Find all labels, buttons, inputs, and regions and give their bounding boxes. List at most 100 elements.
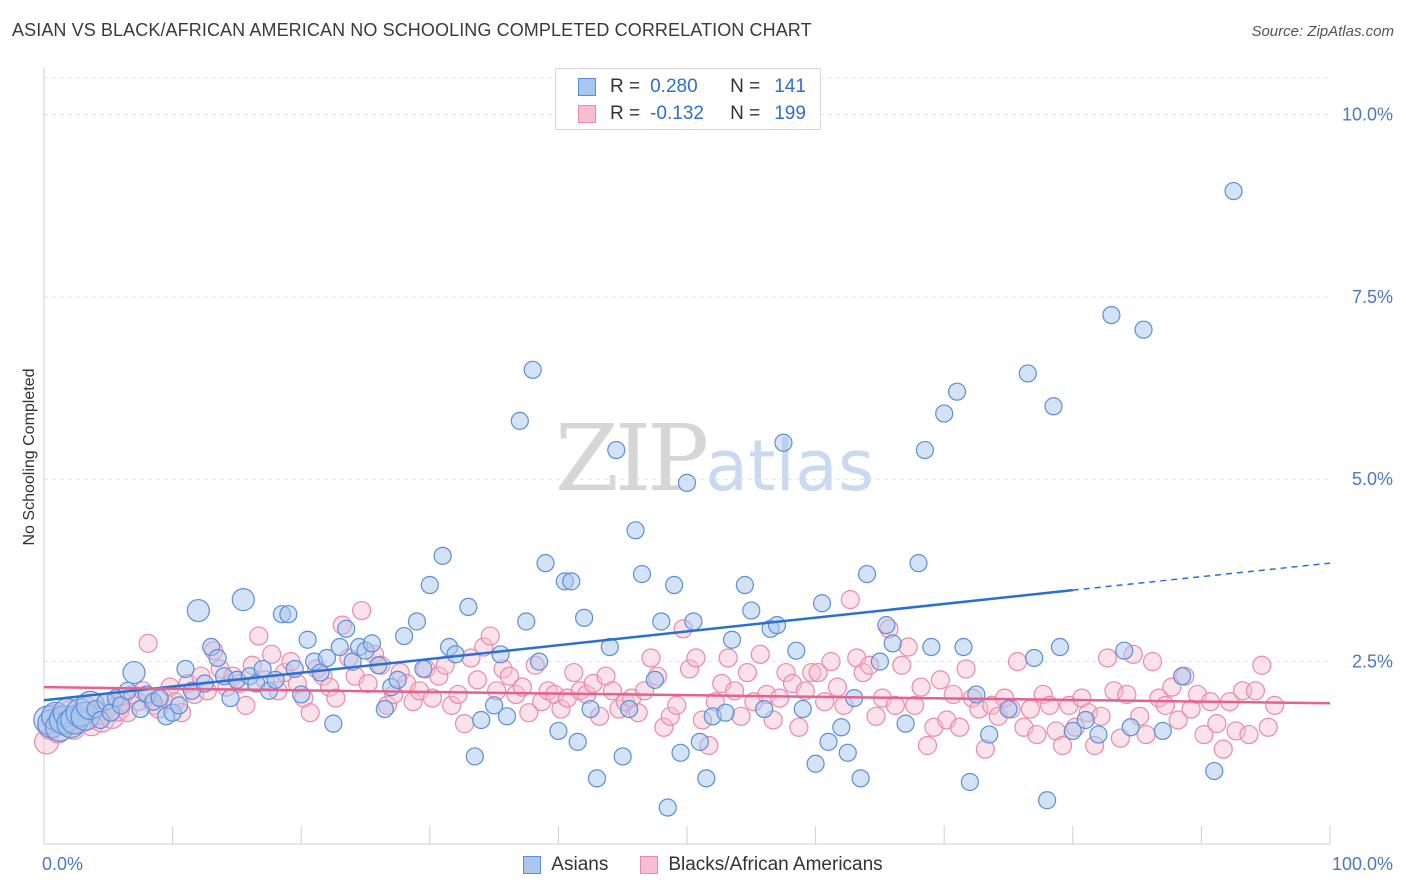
- black-point: [641, 648, 661, 668]
- asian-point: [362, 634, 382, 653]
- black-point: [300, 703, 320, 723]
- asian-point: [497, 707, 517, 726]
- black-point: [1097, 648, 1118, 668]
- asian-point: [337, 619, 356, 638]
- asian-point: [812, 594, 832, 613]
- legend-label-asians: Asians: [551, 854, 609, 875]
- asian-point: [517, 612, 536, 631]
- asian-point: [530, 652, 549, 671]
- asian-point: [774, 433, 793, 452]
- asian-point: [832, 718, 851, 737]
- grid-lines: [44, 77, 1330, 663]
- asian-point: [433, 546, 452, 565]
- asian-point: [1044, 397, 1063, 416]
- black-point: [538, 681, 558, 701]
- black-point: [950, 717, 970, 737]
- black-point: [750, 644, 770, 664]
- black-point: [1194, 724, 1214, 745]
- black-point: [262, 644, 282, 664]
- asian-point: [767, 616, 787, 635]
- asian-point: [665, 575, 684, 595]
- asian-point: [1076, 710, 1095, 730]
- black-point: [442, 695, 462, 715]
- black-point: [1258, 717, 1278, 737]
- x-tick-label: 0.0%: [42, 854, 83, 874]
- asian-point: [169, 696, 189, 715]
- asian-point: [935, 404, 954, 423]
- black-point: [731, 706, 751, 726]
- chart-title: ASIAN VS BLACK/AFRICAN AMERICAN NO SCHOO…: [12, 20, 812, 40]
- black-point: [1052, 735, 1073, 756]
- asian-point: [1173, 667, 1192, 686]
- asians-trend-line: [43, 588, 1073, 702]
- asian-point: [208, 648, 227, 668]
- asian-point: [896, 714, 915, 733]
- black-point: [795, 681, 815, 701]
- r-value: 0.280: [650, 76, 698, 97]
- black-point: [564, 662, 584, 683]
- asian-point: [324, 714, 343, 733]
- asian-point: [523, 360, 542, 379]
- asian-point: [947, 382, 967, 401]
- asian-point: [221, 688, 240, 708]
- r-label: R =: [610, 76, 641, 97]
- asian-point: [626, 521, 645, 540]
- asian-point: [581, 699, 600, 719]
- y-tick-label: 2.5%: [1352, 652, 1393, 672]
- black-point: [326, 688, 346, 708]
- asian-point: [851, 769, 870, 788]
- n-label: N =: [730, 103, 761, 124]
- black-point: [1226, 721, 1246, 741]
- asian-point: [677, 473, 697, 492]
- asian-point: [1050, 637, 1070, 657]
- asian-point: [620, 699, 639, 719]
- asian-point: [279, 605, 298, 624]
- black-point: [654, 717, 674, 737]
- asian-point: [231, 588, 255, 612]
- asian-point: [877, 616, 896, 635]
- asian-point: [922, 637, 941, 657]
- black-point: [724, 681, 745, 701]
- black-point: [1117, 684, 1137, 705]
- black-point: [358, 673, 378, 694]
- legend-label-blacks: Blacks/African Americans: [668, 854, 883, 875]
- asian-point: [375, 699, 394, 719]
- legend-item-blacks: Blacks/African Americans: [640, 854, 883, 876]
- x-tick-label: 100.0%: [1332, 854, 1393, 874]
- asian-point: [1102, 305, 1121, 325]
- asian-point: [485, 696, 504, 715]
- asian-point: [491, 645, 510, 664]
- black-point: [1168, 710, 1188, 730]
- black-point: [943, 684, 963, 705]
- black-point: [448, 684, 468, 705]
- asian-point: [465, 747, 484, 766]
- asian-point: [407, 612, 427, 631]
- asian-point: [1134, 320, 1153, 339]
- black-point: [827, 677, 848, 697]
- y-tick-label: 10.0%: [1342, 104, 1393, 124]
- asian-point: [742, 601, 761, 620]
- asian-point: [999, 699, 1018, 719]
- asian-point: [838, 743, 857, 762]
- black-point: [1136, 724, 1156, 745]
- black-point: [808, 662, 828, 683]
- black-point: [679, 659, 700, 679]
- black-point: [551, 699, 571, 719]
- asian-point: [613, 747, 632, 766]
- asian-point: [819, 732, 838, 751]
- watermark-zip: ZIP: [555, 405, 709, 512]
- black-point: [802, 662, 822, 683]
- asian-point: [1018, 364, 1037, 383]
- asian-point: [954, 637, 973, 657]
- asian-point: [1037, 791, 1057, 810]
- black-point: [506, 684, 526, 705]
- asian-point: [1153, 721, 1172, 741]
- asian-point: [735, 575, 754, 595]
- watermark: ZIPatlas: [555, 405, 874, 512]
- asian-point: [446, 645, 465, 664]
- black-point: [840, 590, 860, 610]
- asian-point: [420, 575, 439, 595]
- black-point: [138, 633, 158, 653]
- asian-point: [536, 554, 555, 573]
